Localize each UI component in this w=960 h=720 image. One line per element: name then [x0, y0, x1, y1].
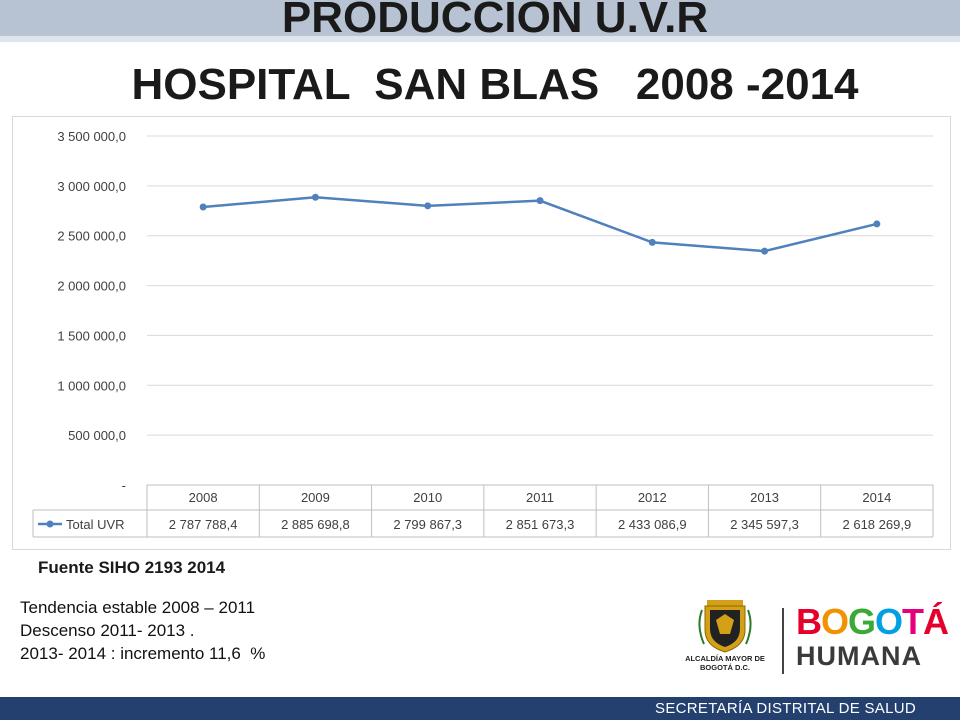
data-point: [761, 247, 769, 255]
header-bar: [0, 0, 960, 40]
bogota-letter: O: [875, 601, 903, 642]
y-tick-label: 500 000,0: [68, 428, 126, 443]
legend-marker: [46, 520, 54, 528]
humana-wordmark: HUMANA: [796, 641, 922, 671]
y-tick-label: 3 000 000,0: [57, 179, 126, 194]
notes: Tendencia estable 2008 – 2011 Descenso 2…: [20, 596, 265, 665]
data-table-value: 2 618 269,9: [843, 517, 912, 532]
y-tick-label: -: [122, 478, 126, 493]
bogota-letter: G: [848, 601, 876, 642]
chart-right-rule: [950, 116, 951, 548]
x-tick-label: 2011: [526, 490, 554, 505]
y-tick-label: 1 000 000,0: [57, 378, 126, 393]
page-subtitle: HOSPITAL SAN BLAS 2008 -2014: [131, 60, 859, 109]
data-table-value: 2 885 698,8: [281, 517, 350, 532]
legend-label: Total UVR: [66, 517, 125, 532]
footer-bar: SECRETARÍA DISTRITAL DE SALUD: [0, 697, 960, 720]
logo-separator: [782, 608, 784, 674]
data-table-value: 2 799 867,3: [393, 517, 462, 532]
logo-area: ALCALDÍA MAYOR DE BOGOTÁ D.C. BOGOTÁ HUM…: [680, 596, 949, 686]
data-point: [873, 220, 881, 228]
source-note: Fuente SIHO 2193 2014: [38, 558, 226, 577]
y-tick-label: 2 000 000,0: [57, 279, 126, 294]
header-bar-accent: [0, 36, 960, 42]
x-tick-label: 2009: [301, 490, 330, 505]
page-title: PRODUCCION U.V.R: [281, 0, 709, 42]
data-table-value: 2 345 597,3: [730, 517, 799, 532]
x-tick-label: 2012: [638, 490, 667, 505]
x-tick-label: 2013: [750, 490, 779, 505]
data-table-value: 2 787 788,4: [169, 517, 238, 532]
bogota-letter: T: [902, 601, 924, 642]
series-line: [203, 196, 878, 253]
bogota-shield-icon: [698, 600, 752, 653]
bogota-letter: Á: [923, 601, 949, 642]
y-tick-label: 3 500 000,0: [57, 129, 126, 144]
data-point: [424, 202, 432, 210]
data-point: [311, 193, 319, 201]
note-line: Descenso 2011- 2013 .: [20, 621, 195, 640]
x-tick-label: 2008: [189, 490, 218, 505]
data-table-value: 2 433 086,9: [618, 517, 687, 532]
x-tick-label: 2010: [413, 490, 442, 505]
data-point: [536, 197, 544, 205]
data-point: [199, 203, 207, 211]
bogota-letter: B: [796, 601, 822, 642]
note-line: Tendencia estable 2008 – 2011: [20, 598, 256, 617]
data-point: [648, 238, 656, 246]
y-tick-label: 1 500 000,0: [57, 328, 126, 343]
chart-frame: [12, 116, 951, 550]
note-line: 2013- 2014 : incremento 11,6 %: [20, 644, 266, 663]
data-table-value: 2 851 673,3: [506, 517, 575, 532]
footer-text: SECRETARÍA DISTRITAL DE SALUD: [655, 700, 916, 717]
alcaldia-label: ALCALDÍA MAYOR DE BOGOTÁ D.C.: [685, 654, 765, 672]
bogota-letter: O: [821, 601, 849, 642]
bogota-wordmark: BOGOTÁ: [796, 601, 949, 642]
y-tick-label: 2 500 000,0: [57, 229, 126, 244]
x-tick-label: 2014: [862, 490, 891, 505]
